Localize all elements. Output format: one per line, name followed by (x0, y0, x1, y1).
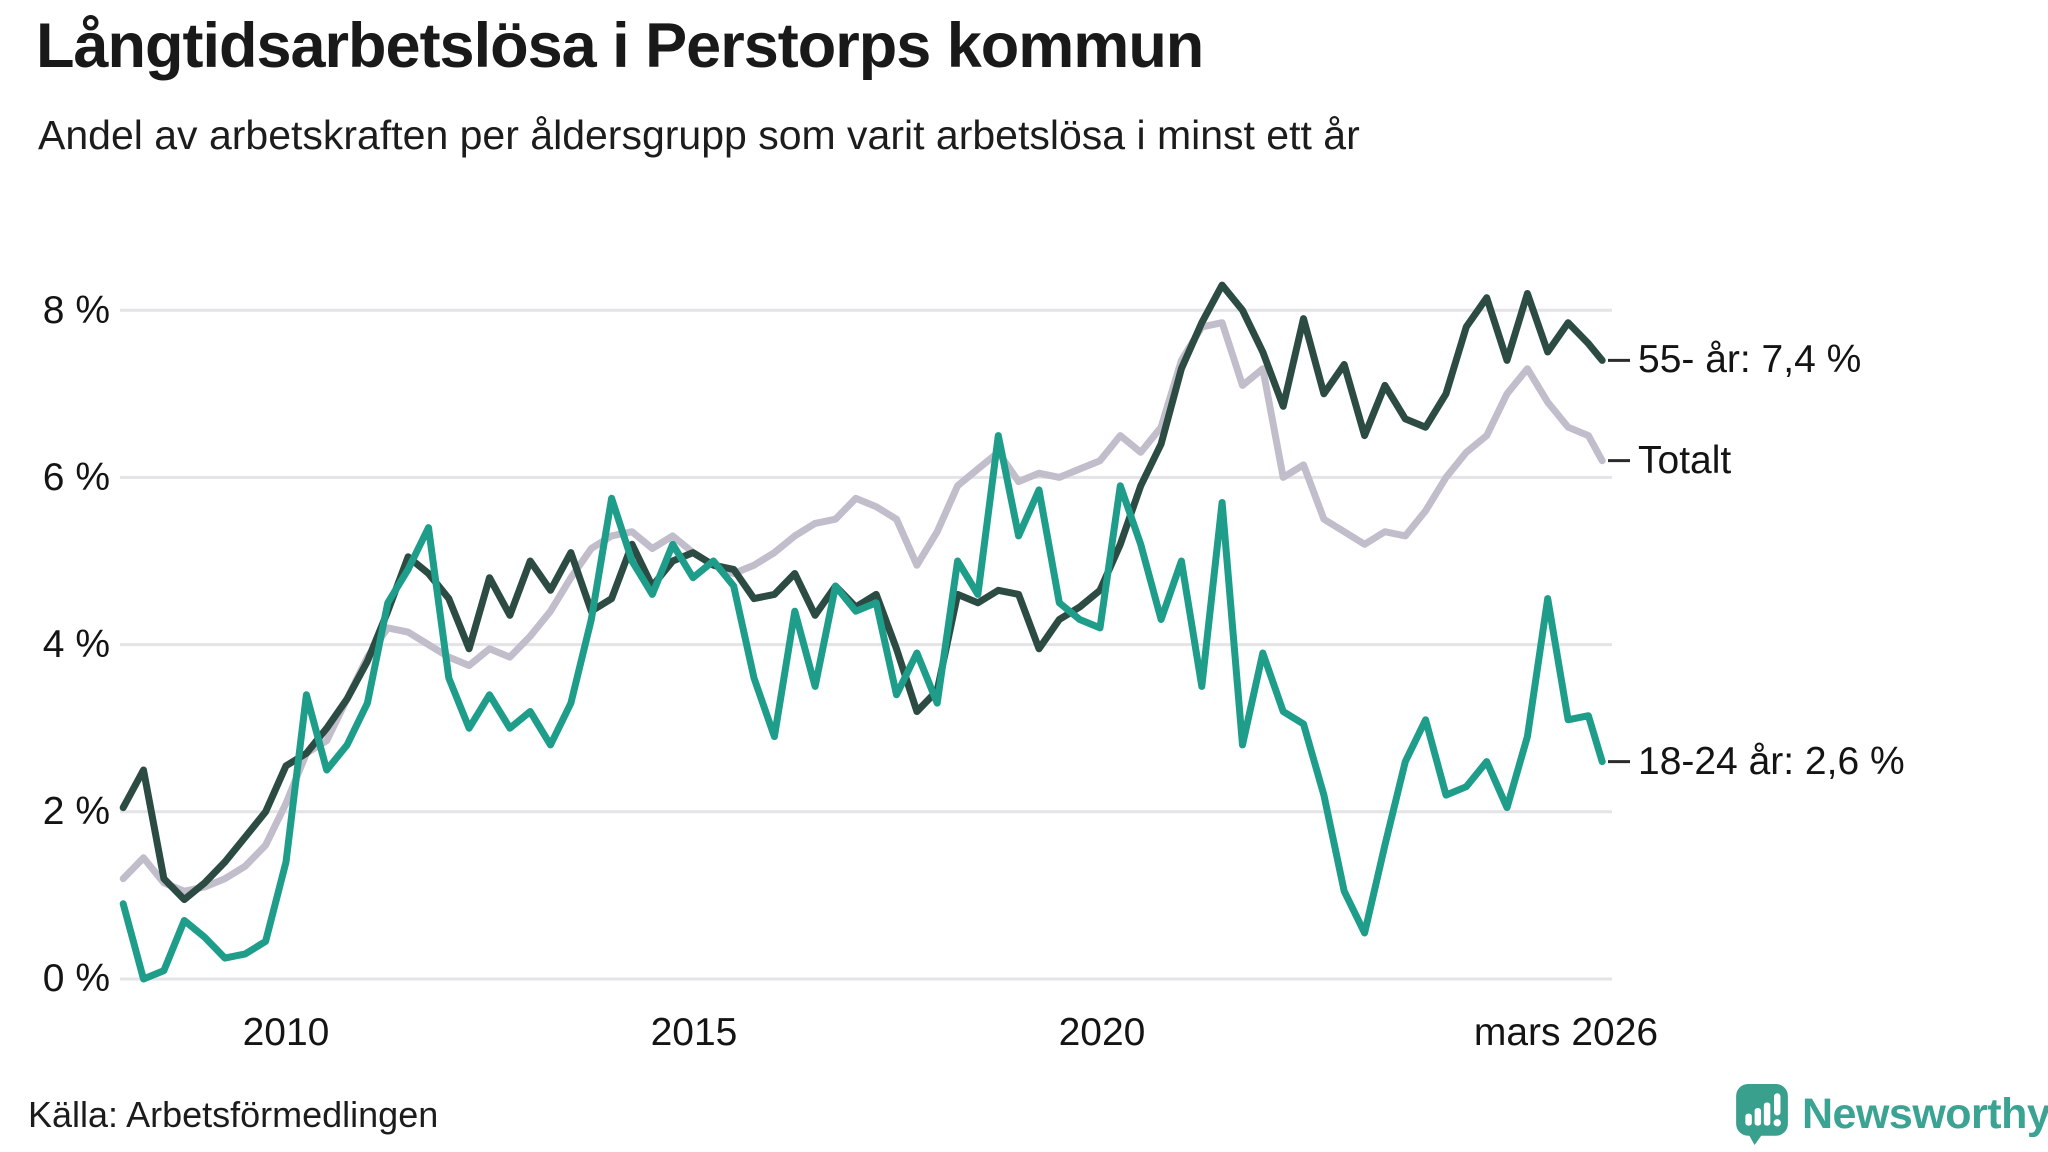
newsworthy-logo-icon (1736, 1084, 1788, 1145)
x-tick-label: mars 2026 (1473, 1011, 1659, 1054)
x-tick-label: 2020 (1058, 1011, 1146, 1054)
y-tick-label: 4 % (42, 623, 110, 666)
newsworthy-logo-text: Newsworthy (1802, 1090, 2048, 1138)
series-line-18-24 år (119, 432, 1606, 983)
chart-title: Långtidsarbetslösa i Perstorps kommun (36, 11, 1204, 81)
y-tick-label: 8 % (42, 289, 110, 332)
x-tick-label: 2015 (650, 1011, 738, 1054)
series-label-1824: 18-24 år: 2,6 % (1638, 740, 1905, 783)
series-label-total: Totalt (1638, 439, 1732, 482)
y-tick-label: 2 % (42, 790, 110, 833)
series-label-55: 55- år: 7,4 % (1638, 338, 1862, 381)
chart-subtitle: Andel av arbetskraften per åldersgrupp s… (38, 112, 1360, 158)
y-tick-label: 6 % (42, 456, 110, 499)
x-tick-label: 2010 (242, 1011, 330, 1054)
series-line-55- år (119, 281, 1606, 904)
newsworthy-brand: Newsworthy (1736, 1084, 2048, 1145)
y-tick-label: 0 % (42, 957, 110, 1000)
source-note: Källa: Arbetsförmedlingen (28, 1094, 439, 1135)
